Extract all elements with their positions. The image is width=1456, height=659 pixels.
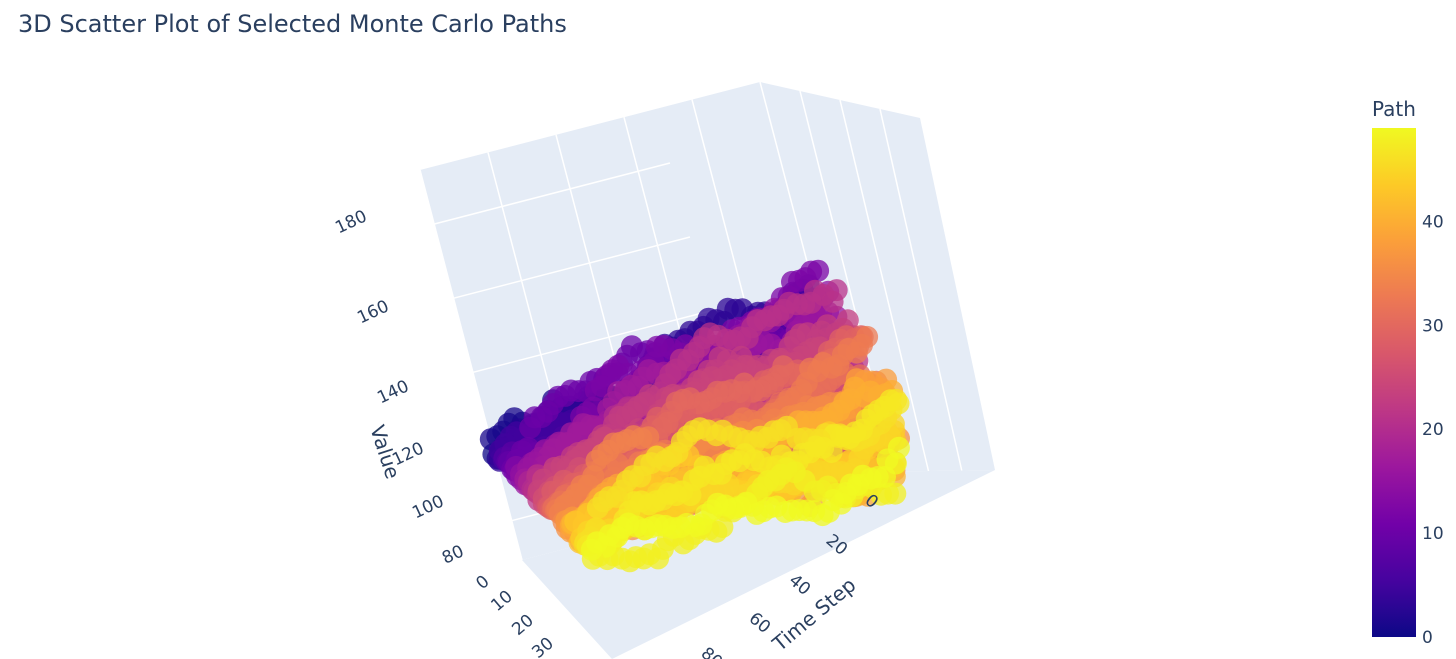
colorbar: Path 0 10 20 30 40 [1372, 97, 1444, 648]
colorbar-tick-label: 10 [1422, 524, 1444, 544]
chart-title: 3D Scatter Plot of Selected Monte Carlo … [18, 10, 567, 38]
colorbar-gradient [1372, 128, 1416, 637]
scatter-point [580, 538, 603, 561]
colorbar-title: Path [1372, 97, 1416, 121]
scatter-point [876, 448, 899, 471]
x-axis-title: Time Step [767, 573, 860, 657]
x-tick-label: 80 [697, 644, 726, 659]
scatter-point [584, 379, 607, 402]
colorbar-tick-label: 40 [1422, 212, 1444, 232]
colorbar-tick-label: 30 [1422, 316, 1444, 336]
y-tick-label: 10 [487, 587, 516, 616]
z-tick-label: 180 [332, 206, 370, 238]
z-tick-label: 140 [374, 376, 412, 408]
y-tick-label: 20 [508, 611, 537, 640]
x-tick-label: 60 [745, 609, 774, 638]
colorbar-tick-label: 0 [1422, 628, 1433, 648]
z-tick-label: 100 [409, 491, 447, 523]
y-tick-label: 0 [472, 572, 493, 594]
data-points [479, 259, 910, 573]
side-wall [760, 82, 995, 472]
floor [522, 470, 995, 659]
scatter-point [586, 496, 609, 519]
colorbar-tick-label: 20 [1422, 420, 1444, 440]
x-tick-label: 40 [785, 571, 814, 600]
z-tick-label: 160 [354, 296, 392, 328]
scatter-point [519, 416, 542, 439]
y-tick-label: 30 [528, 634, 557, 659]
z-tick-label: 80 [439, 541, 467, 568]
